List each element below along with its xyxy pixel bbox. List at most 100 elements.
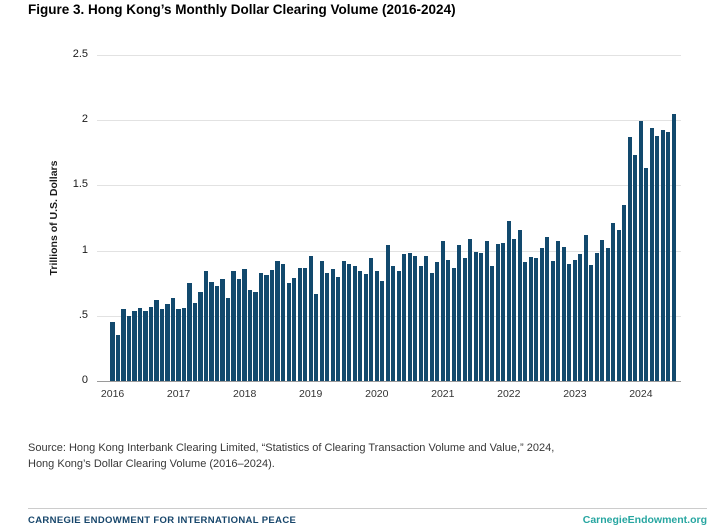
bar-month-48 [374,271,379,381]
bar-month-54 [407,253,412,381]
bar-month-74 [517,229,522,381]
bar-month-75 [523,262,528,381]
bar-month-70 [495,244,500,381]
bar-month-71 [501,242,506,381]
gridline-2 [97,120,681,121]
bar-month-68 [484,241,489,381]
x-tick-label-2021: 2021 [431,388,455,400]
bar-month-62 [451,267,456,381]
bar-month-55 [413,255,418,381]
bar-month-32 [286,283,291,381]
bar-month-19 [214,285,220,381]
bar-month-29 [269,270,275,381]
x-tick-label-2017: 2017 [166,388,191,400]
y-tick-label-2: 2 [81,113,88,125]
source-note: Source: Hong Kong Interbank Clearing Lim… [28,441,688,472]
footer-website-link[interactable]: CarnegieEndowment.org [582,514,707,526]
bar-month-85 [578,254,583,381]
bar-month-51 [391,266,396,381]
bar-month-69 [490,266,495,381]
footer-organization: CARNEGIE ENDOWMENT FOR INTERNATIONAL PEA… [28,515,297,526]
bar-month-64 [462,258,467,381]
bar-month-8 [154,300,159,381]
bar-month-63 [457,245,462,381]
bar-month-43 [347,263,352,382]
x-tick-label-2023: 2023 [563,388,587,400]
bar-month-49 [380,280,385,381]
bar-month-38 [319,260,324,381]
bar-month-26 [253,292,258,381]
bar-month-21 [225,297,231,381]
bar-month-95 [633,155,638,381]
bar-month-25 [247,289,253,381]
bar-month-80 [550,260,555,381]
bar-month-96 [638,121,643,381]
bar-month-0 [110,322,115,381]
bar-month-87 [589,264,594,381]
source-line-2: Hong Kong’s Dollar Clearing Volume (2016… [28,457,275,470]
bar-month-53 [402,254,407,381]
bar-month-11 [170,297,176,381]
x-tick-label-2018: 2018 [233,388,257,400]
bar-month-77 [534,258,539,381]
footer-divider [28,508,707,509]
bar-month-5 [137,307,143,381]
bar-month-22 [231,271,236,381]
bar-month-94 [627,137,632,381]
bar-month-66 [473,251,478,381]
x-tick-label-2020: 2020 [365,388,389,400]
source-line-1: Source: Hong Kong Interbank Clearing Lim… [28,442,555,454]
bar-month-12 [176,309,181,381]
bar-month-13 [181,307,187,381]
bar-month-2 [121,309,126,381]
bar-month-65 [468,238,473,381]
y-tick-label-0: 0 [81,374,88,386]
bar-month-41 [336,276,341,381]
bar-month-33 [292,277,297,381]
bar-month-6 [143,310,148,381]
bar-month-47 [369,258,374,381]
bar-month-42 [341,260,346,381]
bar-month-16 [198,292,203,381]
bar-month-60 [440,241,445,381]
bar-month-72 [506,220,511,381]
bar-month-102 [671,113,676,381]
bar-month-7 [148,306,154,381]
bar-month-10 [165,304,170,381]
figure-title: Figure 3. Hong Kong’s Monthly Dollar Cle… [28,2,456,17]
bar-month-59 [435,262,440,381]
bar-month-101 [666,131,671,381]
bar-month-34 [297,267,302,381]
bar-month-37 [314,293,319,381]
bar-month-84 [572,259,577,381]
gridline-2.5 [97,54,681,56]
bar-month-14 [187,283,192,381]
bar-month-23 [236,279,242,381]
bar-month-97 [644,168,649,381]
bar-month-79 [545,237,550,381]
bar-month-18 [209,281,214,381]
bar-month-30 [275,260,280,381]
bar-month-73 [512,238,517,381]
bar-month-88 [594,253,599,381]
bar-month-3 [126,315,132,382]
x-tick-label-2024: 2024 [629,388,653,400]
bar-month-36 [308,255,313,381]
bar-month-98 [649,127,654,381]
bar-month-67 [479,253,484,381]
y-tick-label-1.5: 1.5 [72,178,88,191]
bar-month-83 [567,263,572,382]
y-tick-label-2.5: 2.5 [72,47,88,60]
bar-month-1 [115,335,121,381]
bar-month-56 [418,266,423,381]
gridline-1.5 [97,185,681,187]
bar-month-35 [303,267,308,381]
x-axis-line [97,381,681,382]
y-tick-label-.5: .5 [78,308,88,321]
bar-month-90 [605,247,610,381]
bar-month-9 [159,309,165,381]
bar-month-17 [203,271,209,381]
bar-month-57 [424,255,429,381]
bar-month-58 [429,272,434,381]
bar-month-28 [264,275,269,381]
